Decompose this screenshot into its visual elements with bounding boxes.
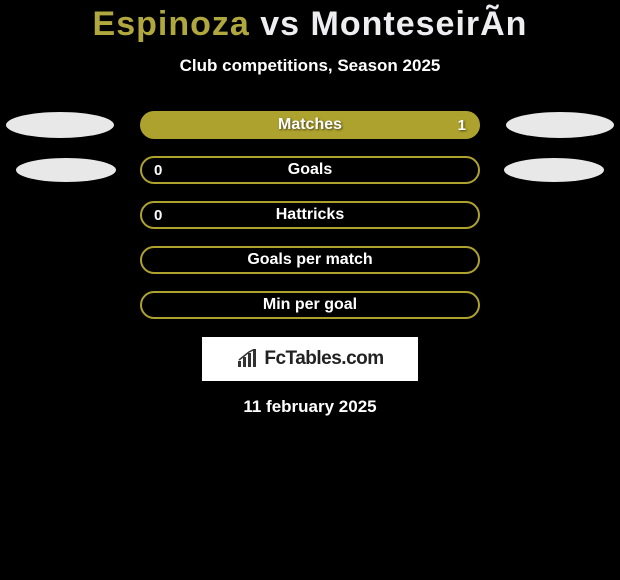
stat-row: 0 Hattricks bbox=[0, 201, 620, 229]
stat-bar: Goals per match bbox=[140, 246, 480, 274]
player1-name: Espinoza bbox=[93, 5, 250, 43]
page-title: Espinoza vs MonteseirÃ­n bbox=[93, 5, 528, 44]
stat-row: 0 Goals bbox=[0, 156, 620, 184]
stat-bar: Min per goal bbox=[140, 291, 480, 319]
vs-text: vs bbox=[260, 5, 300, 43]
bar-chart-icon bbox=[236, 349, 260, 369]
stat-label: Matches bbox=[278, 116, 342, 134]
stat-value-left: 0 bbox=[154, 162, 162, 179]
stats-area: Matches 1 0 Goals 0 Hattricks Goals per match M… bbox=[0, 111, 620, 319]
logo-text: FcTables.com bbox=[264, 348, 383, 370]
player2-name: MonteseirÃ­n bbox=[311, 5, 528, 43]
stat-value-right: 1 bbox=[458, 117, 466, 134]
stat-label: Goals per match bbox=[247, 251, 372, 269]
main-container: Espinoza vs MonteseirÃ­n Club competitio… bbox=[0, 0, 620, 417]
stat-bar: 0 Goals bbox=[140, 156, 480, 184]
ellipse-right bbox=[504, 158, 604, 182]
stat-value-left: 0 bbox=[154, 207, 162, 224]
date-text: 11 february 2025 bbox=[243, 397, 376, 417]
stat-label: Min per goal bbox=[263, 296, 357, 314]
stat-row: Matches 1 bbox=[0, 111, 620, 139]
fctables-logo[interactable]: FcTables.com bbox=[202, 337, 418, 381]
ellipse-left bbox=[6, 112, 114, 138]
subtitle: Club competitions, Season 2025 bbox=[180, 56, 441, 76]
stat-label: Goals bbox=[288, 161, 332, 179]
stat-row: Min per goal bbox=[0, 291, 620, 319]
ellipse-right bbox=[506, 112, 614, 138]
stat-label: Hattricks bbox=[276, 206, 344, 224]
stat-bar: Matches 1 bbox=[140, 111, 480, 139]
stat-bar: 0 Hattricks bbox=[140, 201, 480, 229]
stat-row: Goals per match bbox=[0, 246, 620, 274]
ellipse-left bbox=[16, 158, 116, 182]
